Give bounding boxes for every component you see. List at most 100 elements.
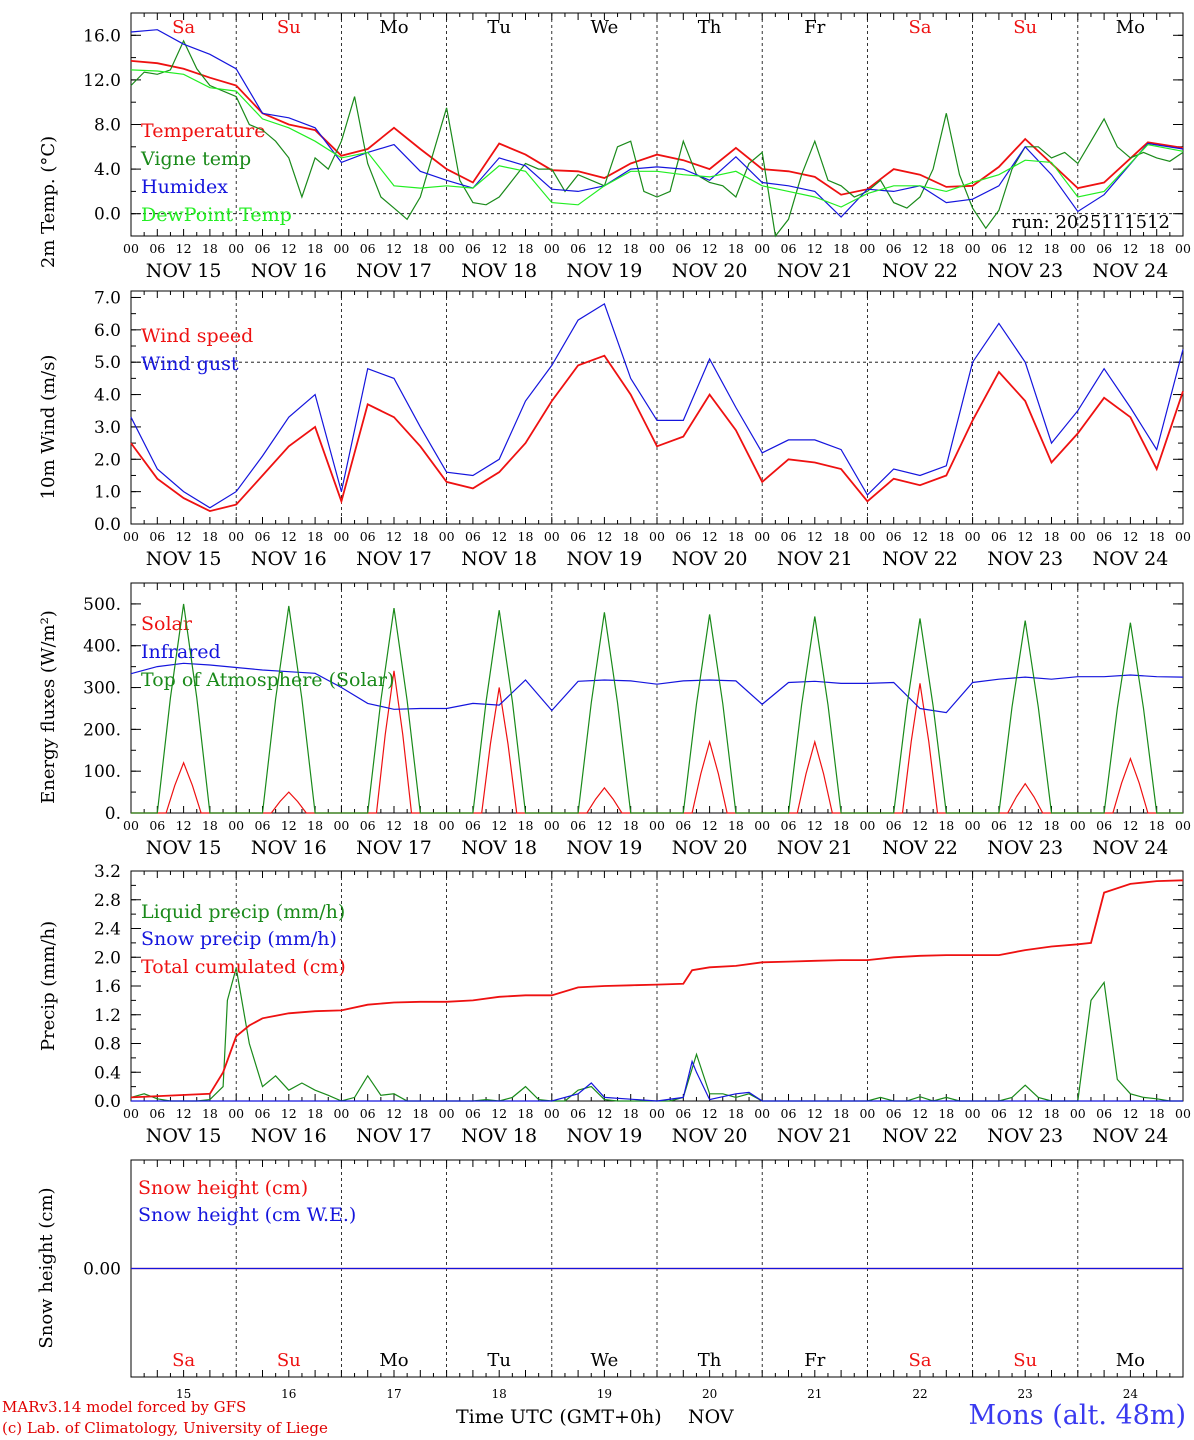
- y-axis-label: 10m Wind (m/s): [38, 355, 59, 500]
- y-axis-label: Energy fluxes (W/m²): [38, 610, 59, 804]
- hour-tick-label: 18: [1149, 1106, 1165, 1121]
- hour-tick-label: 12: [491, 1106, 507, 1121]
- day-number-label: 20: [702, 1387, 717, 1400]
- hour-tick-label: 00: [333, 241, 349, 256]
- date-label: NOV 21: [777, 548, 853, 570]
- hour-tick-label: 06: [781, 241, 797, 256]
- hour-tick-label: 00: [859, 1106, 875, 1121]
- date-label: NOV 21: [777, 837, 853, 859]
- hour-tick-label: 00: [544, 241, 560, 256]
- hour-tick-label: 18: [1044, 529, 1060, 544]
- y-axis-label: Snow height (cm): [36, 1187, 57, 1348]
- hour-tick-label: 00: [859, 529, 875, 544]
- hour-tick-label: 00: [123, 241, 139, 256]
- hour-tick-label: 00: [649, 529, 665, 544]
- date-label: NOV 22: [882, 548, 958, 570]
- hour-tick-label: 06: [255, 241, 271, 256]
- hour-tick-label: 00: [439, 1106, 455, 1121]
- weekday-label: Su: [277, 17, 301, 38]
- weekday-label: Mo: [1116, 17, 1145, 38]
- hour-tick-label: 06: [781, 1106, 797, 1121]
- day-number-label: 18: [492, 1387, 507, 1400]
- hour-tick-label: 00: [1175, 818, 1191, 833]
- hour-tick-label: 06: [886, 529, 902, 544]
- hour-tick-label: 06: [255, 818, 271, 833]
- weekday-label: Su: [1013, 17, 1037, 38]
- weekday-label: Mo: [1116, 1350, 1145, 1371]
- legend-entry: Wind speed: [141, 325, 253, 347]
- hour-tick-label: 06: [570, 529, 586, 544]
- weekday-label: We: [591, 1350, 619, 1371]
- date-label: NOV 24: [1092, 260, 1168, 282]
- hour-tick-label: 12: [386, 241, 402, 256]
- y-tick-label: 0.: [105, 804, 121, 824]
- date-label: NOV 23: [987, 1125, 1063, 1147]
- y-tick-label: 0.4: [94, 1063, 121, 1083]
- y-tick-label: 0.0: [94, 1092, 121, 1112]
- y-tick-label: 400.: [83, 637, 121, 657]
- y-tick-label: 2.0: [94, 948, 121, 968]
- hour-tick-label: 00: [228, 529, 244, 544]
- hour-tick-label: 12: [386, 818, 402, 833]
- y-tick-label: 6.0: [94, 321, 121, 341]
- hour-tick-label: 00: [333, 529, 349, 544]
- y-tick-label: 0.0: [94, 515, 121, 535]
- hour-tick-label: 00: [649, 818, 665, 833]
- hour-tick-label: 06: [886, 1106, 902, 1121]
- date-label: NOV 21: [777, 260, 853, 282]
- hour-tick-label: 06: [991, 818, 1007, 833]
- day-number-label: 22: [912, 1387, 927, 1400]
- station-label: Mons (alt. 48m): [968, 1400, 1186, 1431]
- hour-tick-label: 00: [228, 241, 244, 256]
- hour-tick-label: 06: [570, 241, 586, 256]
- hour-tick-label: 00: [965, 241, 981, 256]
- hour-tick-label: 00: [544, 818, 560, 833]
- series-line: [130, 879, 1184, 1099]
- date-label: NOV 17: [356, 548, 432, 570]
- date-label: NOV 22: [882, 1125, 958, 1147]
- weekday-label: Fr: [804, 17, 825, 38]
- hour-tick-label: 12: [912, 241, 928, 256]
- hour-tick-label: 12: [807, 1106, 823, 1121]
- date-label: NOV 24: [1092, 548, 1168, 570]
- hour-tick-label: 18: [307, 818, 323, 833]
- series-line: [130, 69, 1184, 208]
- hour-tick-label: 00: [859, 818, 875, 833]
- date-label: NOV 24: [1092, 1125, 1168, 1147]
- series-line: [131, 1059, 1183, 1102]
- date-label: NOV 23: [987, 837, 1063, 859]
- hour-tick-label: 00: [965, 1106, 981, 1121]
- hour-tick-label: 18: [1044, 1106, 1060, 1121]
- hour-tick-label: 18: [202, 1106, 218, 1121]
- date-label: NOV 17: [356, 1125, 432, 1147]
- weekday-label: Th: [698, 17, 722, 38]
- date-label: NOV 20: [672, 548, 748, 570]
- hour-tick-label: 18: [833, 1106, 849, 1121]
- hour-tick-label: 18: [202, 529, 218, 544]
- hour-tick-label: 12: [1017, 1106, 1033, 1121]
- legend-entry: Total cumulated (cm): [141, 956, 346, 978]
- legend-entry: Snow height (cm): [138, 1177, 308, 1199]
- hour-tick-label: 12: [702, 1106, 718, 1121]
- hour-tick-label: 06: [886, 818, 902, 833]
- date-label: NOV 20: [672, 260, 748, 282]
- hour-tick-label: 18: [833, 241, 849, 256]
- hour-tick-label: 12: [596, 1106, 612, 1121]
- day-number-label: 17: [386, 1387, 401, 1400]
- hour-tick-label: 06: [781, 529, 797, 544]
- y-axis-label: 2m Temp. (°C): [38, 136, 59, 268]
- hour-tick-label: 00: [123, 1106, 139, 1121]
- hour-tick-label: 00: [333, 1106, 349, 1121]
- hour-tick-label: 18: [833, 818, 849, 833]
- day-number-label: 15: [176, 1387, 191, 1400]
- legend-entry: DewPoint Temp: [141, 204, 292, 226]
- hour-tick-label: 18: [412, 818, 428, 833]
- y-axis-label: Precip (mm/h): [38, 921, 59, 1051]
- y-tick-label: 5.0: [94, 353, 121, 373]
- date-label: NOV 22: [882, 260, 958, 282]
- y-tick-label: 300.: [83, 679, 121, 699]
- weekday-label: Sa: [908, 17, 931, 38]
- hour-tick-label: 00: [544, 529, 560, 544]
- hour-tick-label: 06: [360, 241, 376, 256]
- date-label: NOV 15: [146, 1125, 222, 1147]
